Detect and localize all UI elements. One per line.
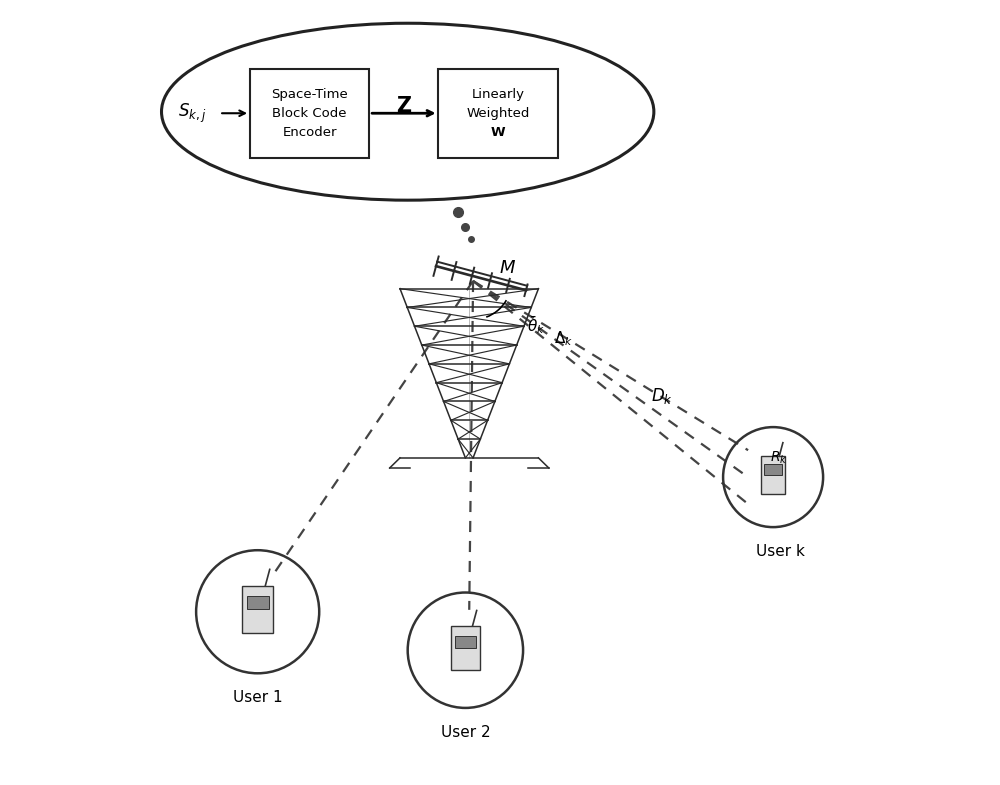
Bar (761, 456, 785, 495)
Text: Space-Time
Block Code
Encoder: Space-Time Block Code Encoder (271, 88, 348, 139)
Bar (247, 597, 269, 609)
Text: $\Delta_{k}$: $\Delta_{k}$ (554, 329, 573, 348)
Text: $R_{k}$: $R_{k}$ (770, 450, 788, 466)
Bar (764, 465, 782, 475)
Bar (438, 69, 558, 158)
Bar (451, 626, 480, 670)
Bar (250, 69, 369, 158)
Text: $\mathit{M}$: $\mathit{M}$ (499, 259, 516, 277)
Bar (242, 586, 273, 633)
Bar (455, 636, 476, 648)
Text: User 2: User 2 (441, 725, 490, 739)
Text: User k: User k (756, 544, 805, 559)
Text: $\mathbf{Z}$: $\mathbf{Z}$ (396, 96, 412, 115)
Text: User 1: User 1 (233, 690, 282, 705)
Text: Linearly
Weighted
$\mathbf{W}$: Linearly Weighted $\mathbf{W}$ (466, 88, 530, 139)
Text: $D_{k}$: $D_{k}$ (651, 386, 673, 407)
Text: $\bar{\theta}_{k}$: $\bar{\theta}_{k}$ (527, 314, 545, 336)
Text: $S_{k,j}$: $S_{k,j}$ (178, 101, 207, 125)
